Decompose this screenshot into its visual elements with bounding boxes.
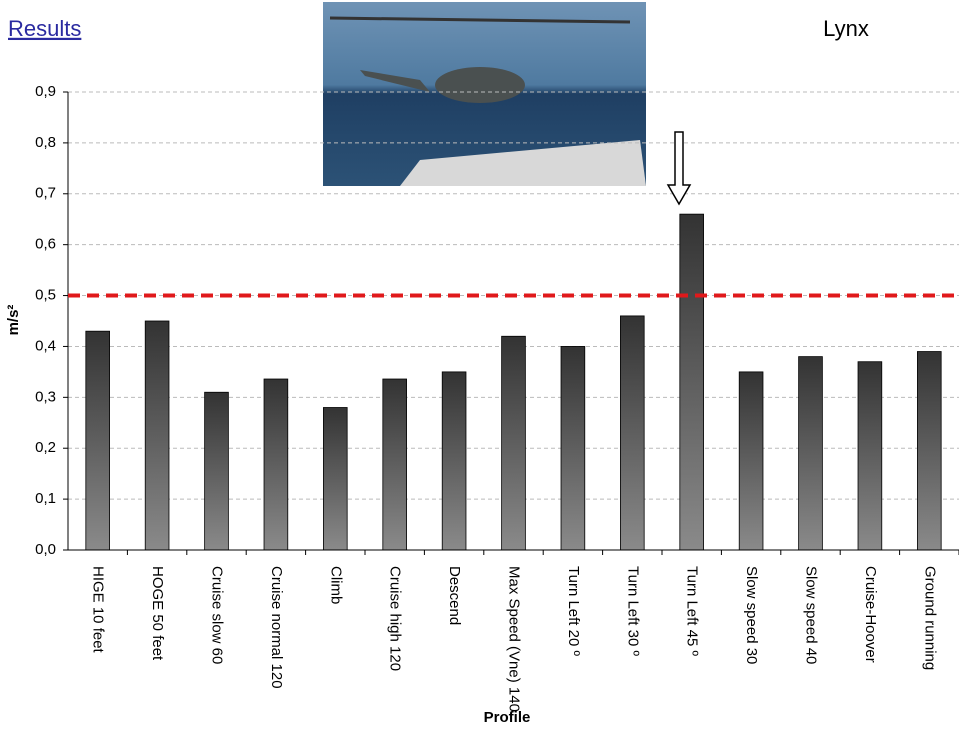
x-tick-label: HIGE 10 feet (90, 566, 107, 654)
bar (857, 361, 883, 551)
x-tick-label: Climb (327, 566, 344, 604)
helicopter-photo (323, 2, 646, 186)
x-tick-label: Cruise-Hoover (862, 566, 879, 663)
y-tick-label: 0,8 (35, 134, 56, 151)
bar (501, 335, 526, 551)
header-link[interactable]: Results (8, 16, 81, 41)
x-tick-label: Ground running (921, 566, 938, 670)
x-tick-label: Turn Left 45 º (684, 566, 701, 656)
plot-area: 0,0 0,1 0,2 0,3 0,4 0,5 0,6 0,7 0,8 0,9 HIGE 10 fe… (35, 83, 959, 712)
bar (85, 330, 110, 551)
y-tick-label: 0,6 (35, 236, 56, 253)
highlight-arrow (666, 131, 692, 206)
x-tick-label: Turn Left 20 º (565, 566, 582, 656)
x-tick-label: Cruise high 120 (387, 566, 404, 671)
bar (144, 320, 170, 551)
y-tick-label: 0,2 (35, 439, 56, 456)
y-tick-label: 0,9 (35, 83, 56, 100)
bar (382, 378, 407, 551)
bar (679, 213, 704, 551)
bar (560, 346, 586, 551)
x-tick-label: Slow speed 30 (743, 566, 760, 664)
chart-title: Lynx (823, 16, 869, 41)
x-tick-label: Max Speed (Vne) 140 (506, 566, 523, 712)
bar (620, 315, 645, 551)
y-axis-label: m/s² (5, 305, 22, 336)
x-axis-label: Profile (484, 709, 531, 726)
y-tick-label: 0,7 (35, 185, 56, 202)
x-tick-label: Slow speed 40 (803, 566, 820, 664)
bar (263, 378, 289, 551)
bar (441, 371, 467, 551)
x-tick-label: Descend (446, 566, 463, 625)
y-tick-label: 0,5 (35, 287, 56, 304)
y-tick-label: 0,1 (35, 490, 56, 507)
x-tick-label: Turn Left 30 º (624, 566, 641, 656)
x-tick-label: HOGE 50 feet (149, 566, 166, 661)
bar (204, 391, 229, 551)
bar (917, 351, 942, 551)
bar (323, 407, 348, 551)
bar (798, 356, 823, 551)
y-tick-label: 0,3 (35, 388, 56, 405)
x-tick-label: Cruise slow 60 (209, 566, 226, 664)
bar (738, 371, 764, 551)
y-tick-label: 0,4 (35, 337, 56, 354)
x-tick-label: Cruise normal 120 (268, 566, 285, 689)
y-tick-label: 0,0 (35, 541, 56, 558)
